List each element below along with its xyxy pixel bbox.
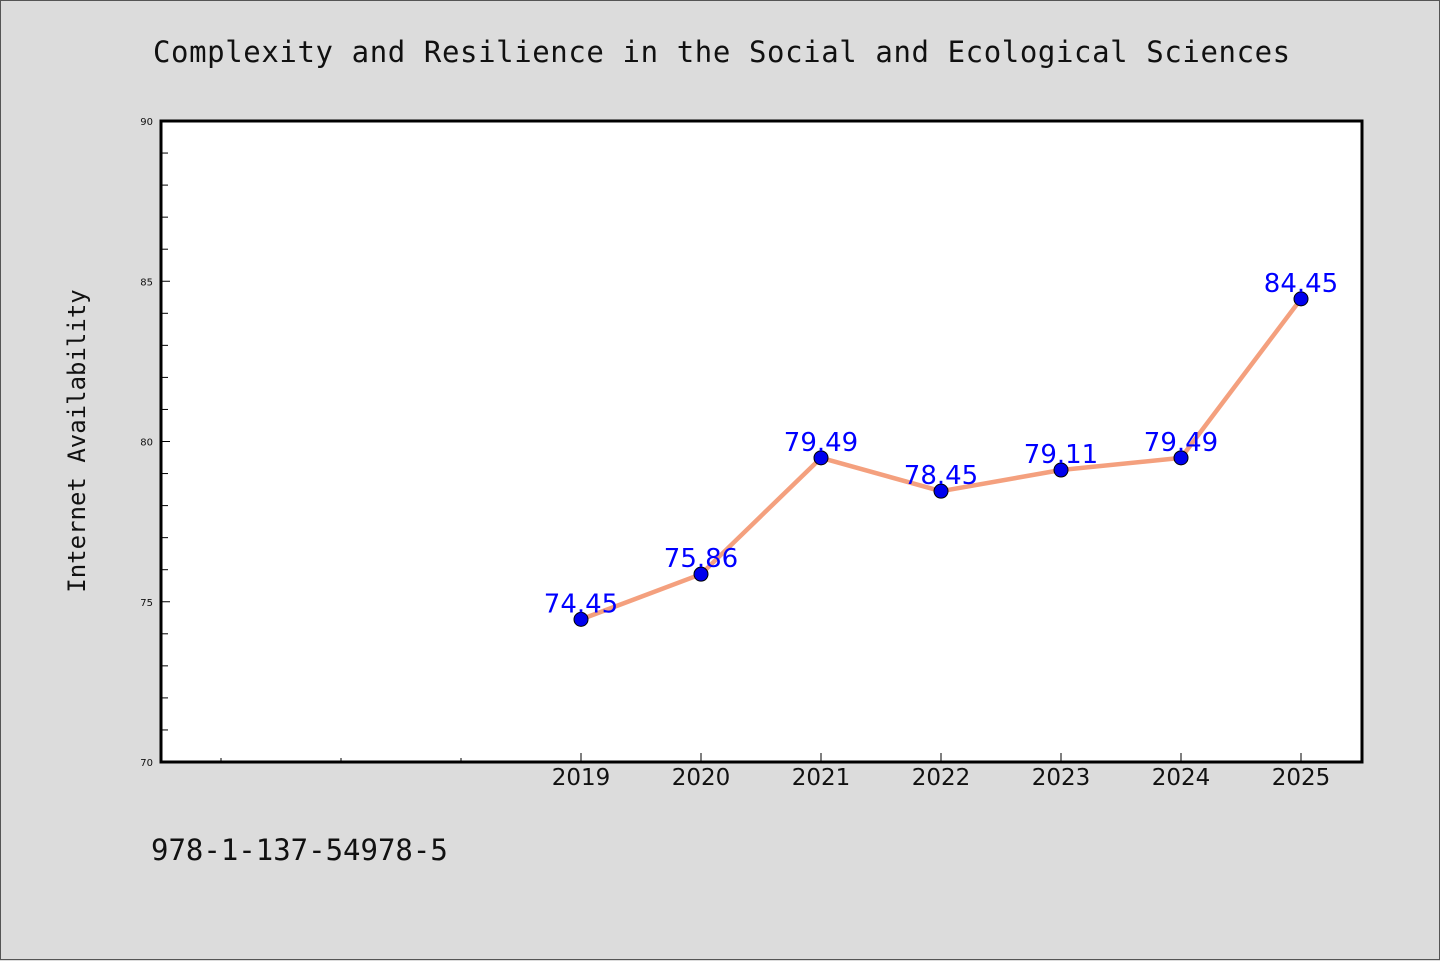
x-tick-label: 2023 [1032, 765, 1091, 791]
y-axis-ticks: 70 75 80 85 90 [140, 117, 170, 769]
data-label: 79.11 [1024, 440, 1098, 470]
y-tick-label: 75 [140, 598, 153, 609]
y-tick-label: 70 [140, 758, 153, 769]
x-tick-label: 2020 [672, 765, 731, 791]
data-label: 79.49 [1144, 428, 1218, 458]
y-tick-label: 85 [140, 277, 153, 288]
y-axis-label: Internet Availability [63, 289, 91, 592]
x-tick-label: 2024 [1152, 765, 1211, 791]
chart-title: Complexity and Resilience in the Social … [153, 35, 1291, 69]
x-axis-ticks: 2019 2020 2021 2022 2023 2024 2025 [220, 753, 1331, 791]
data-point [573, 611, 589, 627]
y-tick-label: 90 [140, 117, 153, 128]
data-label: 78.45 [904, 461, 978, 491]
isbn-text: 978-1-137-54978-5 [151, 833, 448, 867]
data-point [813, 450, 829, 466]
data-label: 75.86 [664, 544, 738, 574]
x-tick-label: 2019 [552, 765, 611, 791]
data-points [573, 291, 1309, 627]
data-labels: 74.45 75.86 79.49 78.45 79.11 79.49 84.45 [544, 269, 1338, 620]
data-point [1053, 462, 1069, 478]
plot-area [159, 119, 1364, 764]
data-point [693, 566, 709, 582]
data-point [933, 483, 949, 499]
x-tick-label: 2022 [912, 765, 971, 791]
y-tick-label: 80 [140, 438, 153, 449]
data-label: 84.45 [1264, 269, 1338, 299]
data-label: 74.45 [544, 589, 618, 619]
x-tick-label: 2021 [792, 765, 851, 791]
data-point [1293, 291, 1309, 307]
data-label: 79.49 [784, 428, 858, 458]
x-tick-label: 2025 [1272, 765, 1331, 791]
data-point [1173, 450, 1189, 466]
